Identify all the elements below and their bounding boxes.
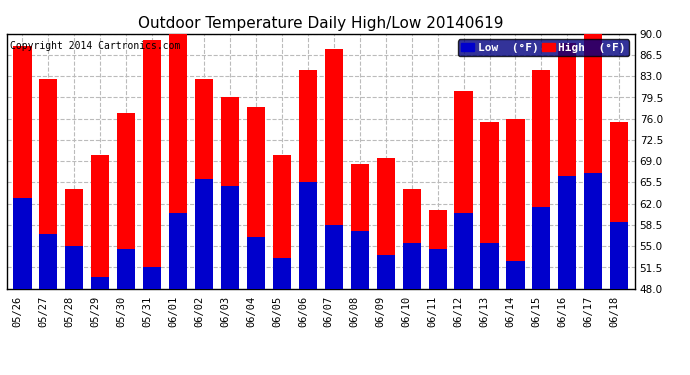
Bar [299, 70, 317, 289]
Bar [325, 225, 343, 289]
Bar [91, 155, 110, 289]
Bar [532, 70, 551, 289]
Bar [402, 189, 421, 289]
Bar [351, 164, 369, 289]
Legend: Low  (°F), High  (°F): Low (°F), High (°F) [457, 39, 629, 56]
Bar [169, 34, 187, 289]
Bar [13, 198, 32, 289]
Bar [455, 213, 473, 289]
Bar [273, 155, 291, 289]
Bar [117, 249, 135, 289]
Bar [66, 189, 83, 289]
Bar [584, 173, 602, 289]
Bar [428, 249, 446, 289]
Bar [221, 98, 239, 289]
Bar [66, 246, 83, 289]
Bar [377, 255, 395, 289]
Bar [455, 92, 473, 289]
Bar [377, 158, 395, 289]
Bar [402, 243, 421, 289]
Bar [117, 112, 135, 289]
Bar [39, 79, 57, 289]
Bar [273, 258, 291, 289]
Bar [351, 231, 369, 289]
Bar [143, 40, 161, 289]
Bar [558, 176, 576, 289]
Bar [610, 222, 629, 289]
Bar [221, 186, 239, 289]
Bar [506, 119, 524, 289]
Bar [195, 79, 213, 289]
Bar [169, 213, 187, 289]
Bar [506, 261, 524, 289]
Bar [480, 122, 499, 289]
Bar [13, 46, 32, 289]
Bar [532, 207, 551, 289]
Bar [247, 237, 265, 289]
Title: Outdoor Temperature Daily High/Low 20140619: Outdoor Temperature Daily High/Low 20140… [138, 16, 504, 31]
Bar [247, 106, 265, 289]
Bar [610, 122, 629, 289]
Text: Copyright 2014 Cartronics.com: Copyright 2014 Cartronics.com [10, 41, 180, 51]
Bar [91, 277, 110, 289]
Bar [428, 210, 446, 289]
Bar [39, 234, 57, 289]
Bar [195, 180, 213, 289]
Bar [584, 31, 602, 289]
Bar [480, 243, 499, 289]
Bar [558, 43, 576, 289]
Bar [325, 49, 343, 289]
Bar [299, 183, 317, 289]
Bar [143, 267, 161, 289]
